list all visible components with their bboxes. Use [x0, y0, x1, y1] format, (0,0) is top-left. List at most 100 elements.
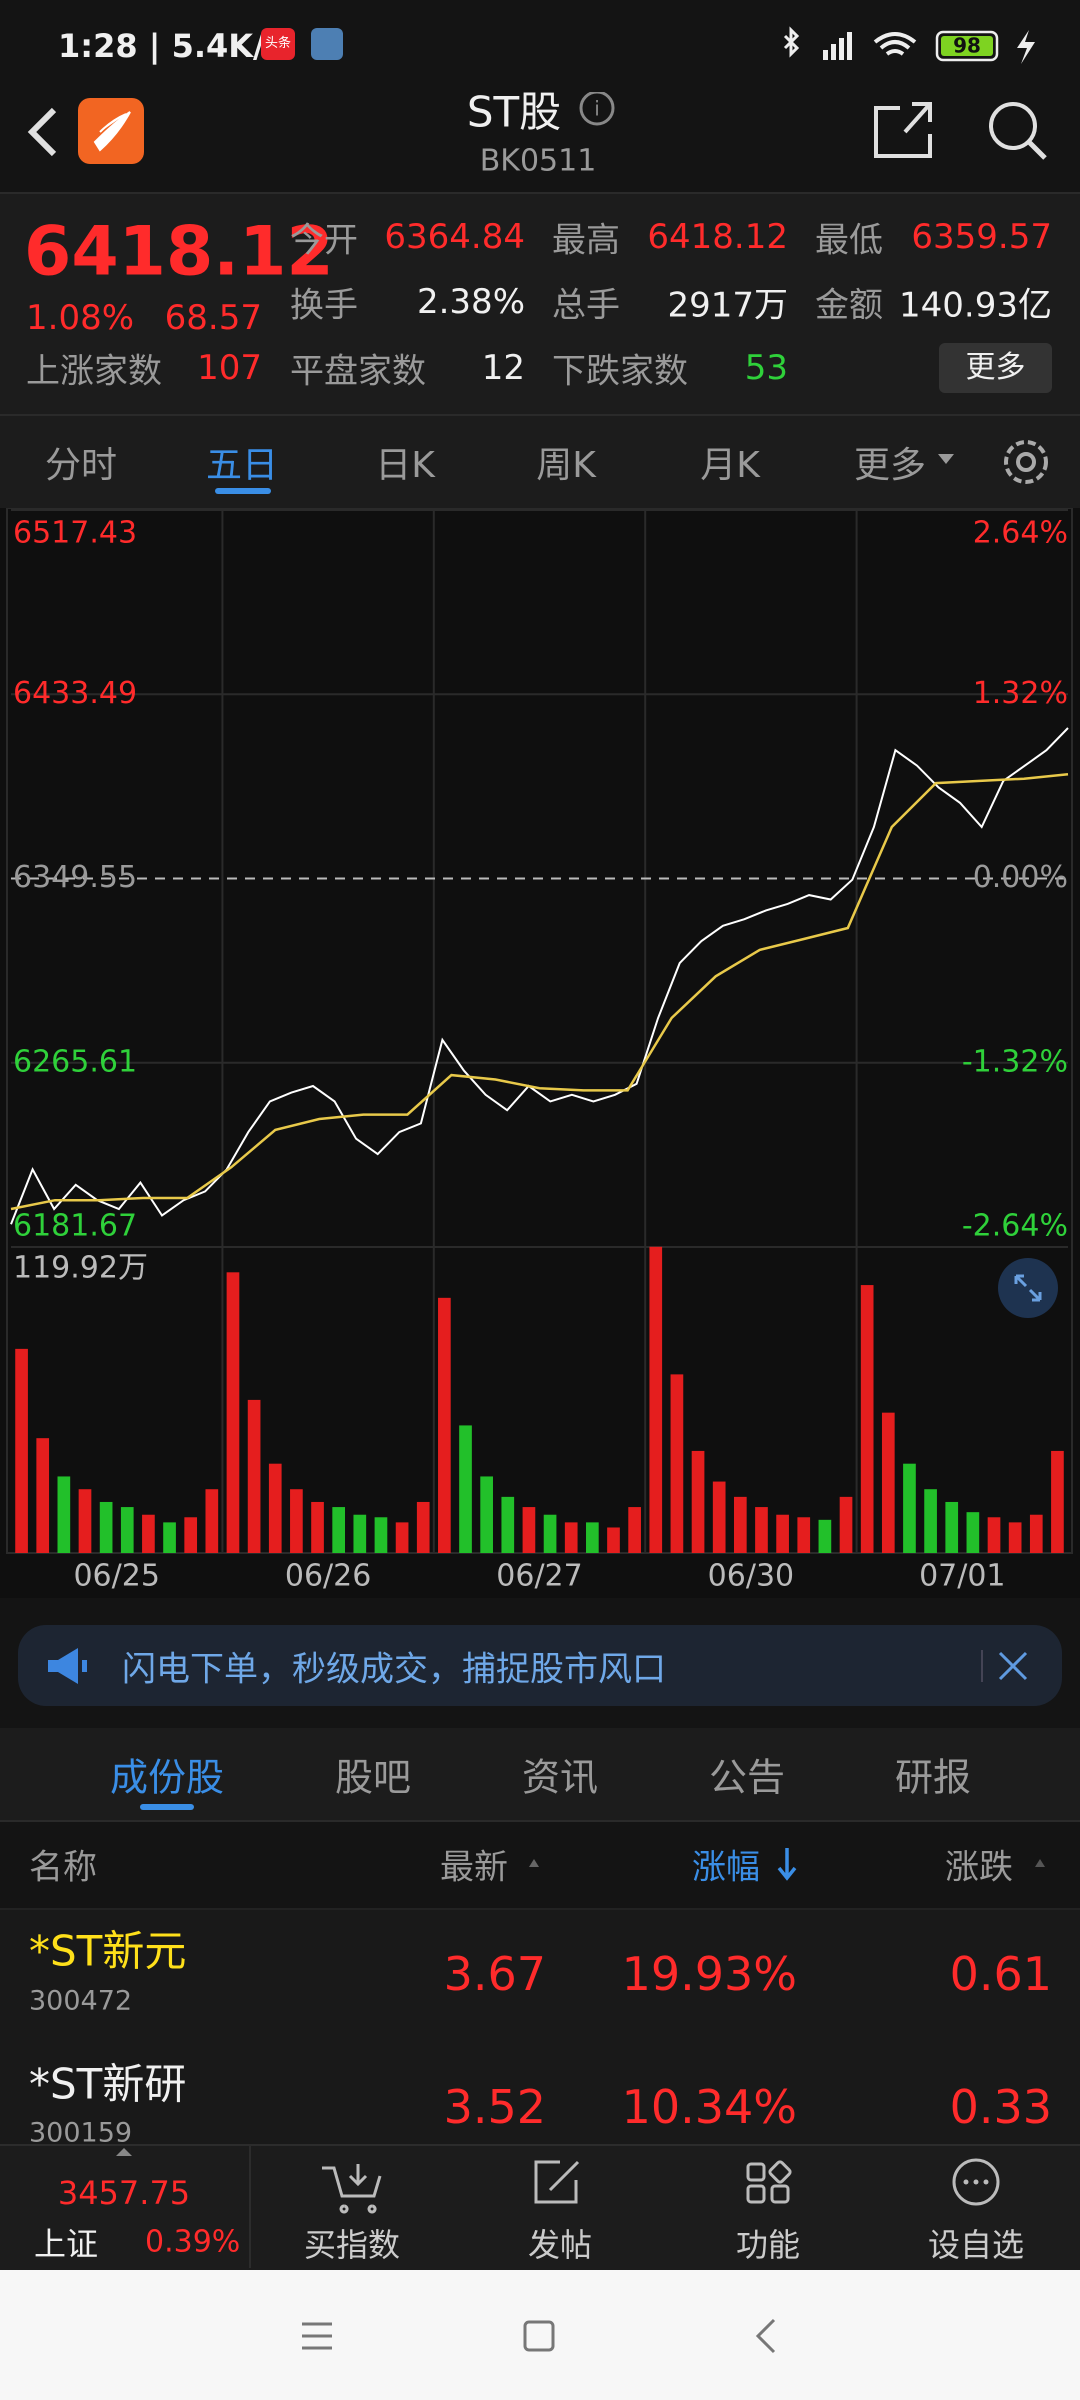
volume-bar	[416, 1501, 430, 1553]
down-count: 53	[744, 348, 788, 388]
more-button[interactable]: 更多	[939, 343, 1052, 393]
volume-bar	[776, 1514, 789, 1553]
volume-bar	[57, 1476, 71, 1553]
nav-item[interactable]: 功能	[735, 2226, 801, 2264]
table-row[interactable]	[0, 1908, 1080, 2038]
volume-bar	[332, 1507, 346, 1553]
y2-tick-label: 0.00%	[973, 860, 1068, 895]
bottom-bar	[0, 2144, 1080, 2272]
volume-bar	[607, 1527, 620, 1553]
flat-label: 平盘家数	[290, 351, 426, 392]
stock-pct: 19.93%	[621, 1947, 797, 2001]
nav-icons	[322, 2158, 1000, 2214]
expand-button[interactable]	[996, 1256, 1060, 1320]
period-tab[interactable]: 日K	[375, 445, 435, 486]
status-time: 1:28 | 5.4K/s	[58, 27, 284, 65]
volume-bar	[755, 1507, 768, 1553]
sub-tab[interactable]: 资讯	[521, 1755, 599, 1800]
back-nav-button[interactable]	[755, 2318, 776, 2354]
back-button[interactable]	[27, 107, 57, 157]
search-handle	[1027, 140, 1047, 160]
price-line	[10, 773, 1069, 1211]
index-name[interactable]: 上证	[34, 2225, 99, 2263]
banner-divider	[981, 1650, 983, 1682]
x-tick-label: 06/25	[73, 1559, 159, 1594]
column-header[interactable]: 名称	[29, 1847, 97, 1888]
system-nav	[0, 2270, 1080, 2400]
board-code: BK0511	[479, 143, 597, 179]
volume-bar	[374, 1517, 388, 1553]
volume-bar	[353, 1514, 367, 1553]
stock-change: 0.61	[949, 1947, 1052, 2001]
column-header-active[interactable]: 涨幅	[692, 1847, 760, 1888]
volume-bar	[945, 1501, 959, 1553]
wifi-icon	[873, 32, 917, 56]
info-icon[interactable]	[579, 92, 615, 126]
volume-bar	[480, 1476, 493, 1553]
period-tab[interactable]: 分时	[44, 445, 118, 486]
sub-tab[interactable]: 公告	[708, 1755, 786, 1800]
stock-pct: 10.34%	[621, 2080, 797, 2134]
up-count: 107	[197, 348, 262, 388]
index-pct[interactable]: 0.39%	[145, 2224, 241, 2260]
volume-bar	[268, 1463, 282, 1553]
stock-change: 0.33	[949, 2080, 1052, 2134]
menu-button[interactable]	[302, 2322, 332, 2350]
banner-close[interactable]	[998, 1651, 1028, 1681]
volume-bar	[120, 1507, 134, 1553]
volume-bar	[903, 1463, 916, 1553]
volume-bar	[184, 1517, 198, 1553]
volume-bar	[670, 1374, 684, 1553]
promo-banner[interactable]	[18, 1625, 1062, 1706]
nav-item[interactable]: 发帖	[527, 2226, 593, 2264]
volume-bar	[99, 1501, 113, 1553]
period-tab[interactable]: 月K	[700, 445, 760, 486]
stat-value: 6418.12	[647, 217, 788, 257]
home-button[interactable]	[523, 2320, 555, 2352]
volume-bar	[839, 1496, 853, 1553]
period-tab-active[interactable]: 五日	[205, 445, 279, 486]
stat-label: 换手	[290, 285, 358, 326]
index-caret	[116, 2148, 132, 2156]
banner-text: 闪电下单，秒级成交，捕捉股市风口	[122, 1649, 666, 1690]
index-value[interactable]: 3457.75	[57, 2174, 191, 2212]
nav-item[interactable]: 买指数	[303, 2226, 401, 2264]
column-header[interactable]: 最新	[440, 1847, 508, 1888]
table-row[interactable]	[0, 2036, 1080, 2156]
share-button[interactable]	[874, 102, 932, 158]
charging-icon	[1017, 30, 1035, 64]
period-tab[interactable]: 周K	[536, 445, 596, 486]
stat-value: 140.93亿	[899, 285, 1052, 326]
sort-icon	[1035, 1859, 1045, 1867]
nav-item[interactable]: 设自选	[927, 2226, 1025, 2264]
up-label: 上涨家数	[26, 351, 162, 392]
volume-bar	[987, 1517, 1001, 1553]
settings-badge	[311, 28, 343, 60]
sub-tab[interactable]: 研报	[894, 1755, 972, 1800]
y2-tick-label: -2.64%	[962, 1209, 1068, 1244]
column-header[interactable]: 涨跌	[945, 1847, 1013, 1888]
megaphone-icon	[48, 1648, 87, 1684]
x-tick-label: 06/27	[496, 1559, 582, 1594]
sub-tab[interactable]: 股吧	[334, 1755, 412, 1800]
period-tab[interactable]: 更多	[853, 445, 927, 486]
volume-bar	[818, 1519, 832, 1553]
battery-icon	[935, 30, 999, 62]
change-pct: 1.08%	[26, 298, 135, 338]
stat-value: 2.38%	[416, 282, 525, 322]
stat-label: 金额	[815, 285, 883, 326]
search-button[interactable]	[989, 102, 1037, 150]
sub-tab-active[interactable]: 成份股	[109, 1755, 225, 1800]
settings-button[interactable]	[998, 434, 1054, 490]
y2-tick-label: -1.32%	[962, 1044, 1068, 1079]
stat-value: 2917万	[667, 285, 788, 326]
stock-price: 3.67	[443, 1947, 546, 2001]
stock-price: 3.52	[443, 2080, 546, 2134]
down-label: 下跌家数	[552, 351, 688, 392]
volume-bar	[564, 1522, 578, 1553]
battery-text: 98	[953, 34, 981, 58]
volume-bar	[501, 1496, 515, 1553]
volume-bar	[691, 1450, 705, 1553]
volume-bar	[860, 1285, 874, 1553]
